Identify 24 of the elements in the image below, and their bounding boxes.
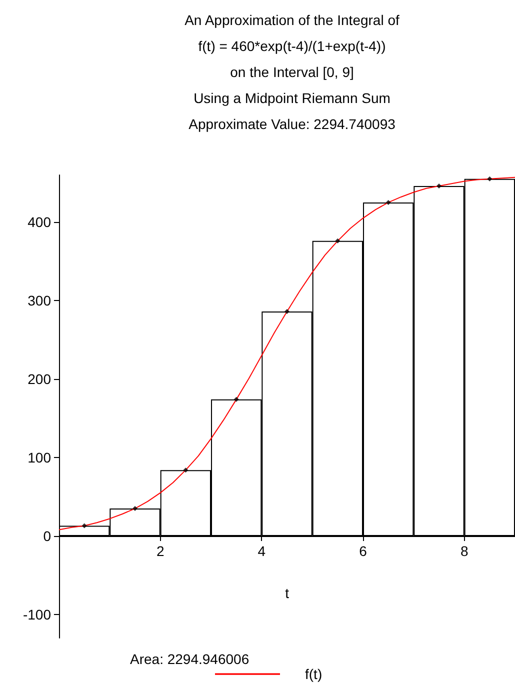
point — [436, 183, 442, 188]
point — [132, 506, 138, 512]
x-tick-label: 8 — [460, 542, 468, 559]
point — [284, 309, 290, 314]
x-tick-label: 2 — [156, 542, 164, 559]
point — [82, 523, 87, 528]
point — [335, 238, 340, 244]
legend-label: f(t) — [305, 666, 322, 682]
y-tick-label: 0 — [43, 528, 52, 544]
x-axis-title: t — [285, 584, 290, 601]
y-tick-label: 300 — [28, 292, 52, 309]
y-tick-label: -100 — [22, 606, 52, 622]
y-tick-label: 200 — [28, 371, 52, 388]
x-tick-label: 4 — [258, 542, 266, 559]
point — [183, 468, 188, 473]
text: Area: 2294.946006 — [130, 651, 250, 667]
x-tick-label: 6 — [359, 542, 368, 559]
point — [487, 176, 492, 182]
line-series — [58, 176, 515, 530]
point — [234, 396, 239, 402]
y-tick-label: 100 — [28, 450, 52, 466]
chart-title: An Approximation of the Integral of f(t) = 460*exp(t-4)/(1+exp(t-4)) on the Interval [0, 9] Using a Midpoint Riemann Sum Approximate Value: 2294.740093 — [184, 12, 400, 132]
point — [386, 200, 391, 205]
y-tick-label: 400 — [28, 214, 52, 230]
